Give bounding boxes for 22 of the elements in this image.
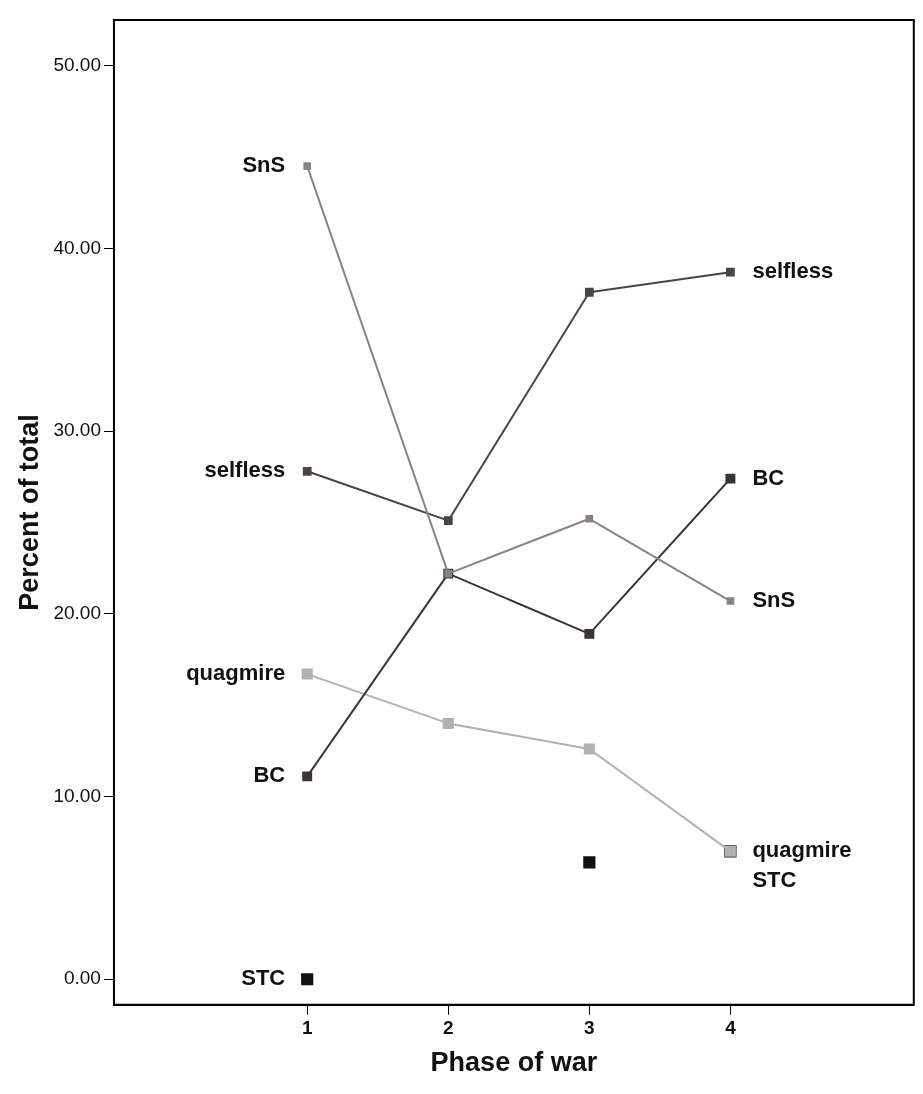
text: quagmire	[186, 660, 286, 686]
series-label: SnS	[752, 587, 796, 613]
x-tick-label: 3	[584, 1017, 595, 1039]
y-tick-label: 50.00	[53, 53, 101, 75]
series-label: STC	[241, 965, 286, 991]
series-label: selfless	[752, 258, 834, 284]
y-tick-label: 0.00	[63, 967, 101, 989]
x-tick-label: 4	[725, 1017, 737, 1039]
y-tick-label: 30.00	[53, 419, 101, 441]
y-tick-label: 20.00	[53, 602, 101, 624]
series-label: BC	[752, 464, 785, 490]
text: BC	[253, 762, 286, 788]
y-tick-label: 40.00	[53, 236, 101, 258]
y-tick-label: 10.00	[53, 784, 101, 806]
text: STC	[752, 867, 797, 893]
y-axis-title: Percent of total	[13, 414, 44, 611]
text: selfless	[204, 457, 286, 483]
x-axis-title: Phase of war	[430, 1047, 598, 1078]
series-label: quagmire	[752, 837, 852, 863]
x-tick-label: 1	[301, 1017, 313, 1039]
x-tick-label: 2	[442, 1017, 454, 1039]
text: SnS	[242, 152, 286, 178]
